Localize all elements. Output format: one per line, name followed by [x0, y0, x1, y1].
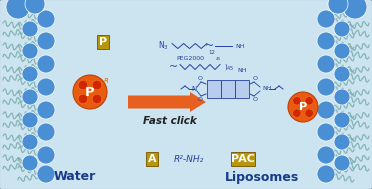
Circle shape [293, 109, 301, 117]
Bar [221, 80, 235, 98]
Text: NH: NH [235, 43, 244, 49]
Bar [207, 80, 221, 98]
Circle shape [317, 123, 335, 141]
Circle shape [288, 92, 318, 122]
Circle shape [334, 112, 350, 128]
Text: Fast click: Fast click [143, 116, 197, 126]
Circle shape [317, 146, 335, 164]
Circle shape [328, 0, 348, 14]
Circle shape [22, 155, 38, 171]
Text: O: O [253, 76, 257, 81]
Circle shape [305, 97, 313, 105]
Circle shape [334, 43, 350, 59]
Text: ~: ~ [205, 41, 215, 51]
Circle shape [37, 55, 55, 73]
Text: N$_3$: N$_3$ [158, 40, 169, 52]
Circle shape [78, 94, 88, 104]
Circle shape [6, 0, 30, 19]
Circle shape [22, 43, 38, 59]
Circle shape [334, 89, 350, 105]
Circle shape [334, 21, 350, 37]
Circle shape [317, 165, 335, 183]
Circle shape [293, 97, 301, 105]
Circle shape [334, 134, 350, 150]
Circle shape [305, 109, 313, 117]
Text: N: N [191, 86, 197, 92]
Text: P: P [99, 37, 107, 47]
Text: A: A [148, 154, 156, 164]
Circle shape [22, 89, 38, 105]
Circle shape [25, 0, 45, 14]
Text: P: P [85, 85, 95, 98]
Bar [235, 80, 249, 98]
Circle shape [343, 0, 367, 19]
Circle shape [317, 10, 335, 28]
Circle shape [317, 55, 335, 73]
Text: R²-NH₂: R²-NH₂ [174, 154, 204, 163]
Circle shape [22, 112, 38, 128]
FancyBboxPatch shape [97, 35, 109, 49]
Text: ~: ~ [169, 62, 179, 72]
Circle shape [317, 101, 335, 119]
Circle shape [92, 80, 102, 90]
Text: PAC: PAC [231, 154, 255, 164]
Circle shape [37, 146, 55, 164]
Circle shape [22, 134, 38, 150]
Text: 12: 12 [208, 50, 215, 54]
Circle shape [317, 78, 335, 96]
Circle shape [37, 123, 55, 141]
FancyBboxPatch shape [231, 152, 255, 166]
Circle shape [37, 78, 55, 96]
Text: O: O [198, 97, 202, 102]
Circle shape [317, 32, 335, 50]
Circle shape [78, 80, 88, 90]
Circle shape [37, 165, 55, 183]
Circle shape [334, 66, 350, 82]
Text: $^{45}$: $^{45}$ [215, 57, 222, 62]
Circle shape [37, 101, 55, 119]
Text: $)_{45}$: $)_{45}$ [224, 62, 235, 72]
FancyArrow shape [128, 92, 206, 112]
Circle shape [334, 155, 350, 171]
Text: PEG2000: PEG2000 [176, 57, 204, 61]
Text: P: P [299, 102, 307, 112]
Text: R: R [104, 78, 109, 84]
Text: Liposomes: Liposomes [225, 170, 299, 184]
Circle shape [22, 66, 38, 82]
Circle shape [73, 75, 107, 109]
Circle shape [92, 94, 102, 104]
Text: O: O [198, 76, 202, 81]
Circle shape [37, 10, 55, 28]
Circle shape [22, 21, 38, 37]
Text: Water: Water [54, 170, 96, 184]
FancyBboxPatch shape [146, 152, 158, 166]
Text: NH: NH [262, 87, 272, 91]
Circle shape [37, 32, 55, 50]
Text: O: O [253, 97, 257, 102]
Text: NH: NH [237, 68, 247, 74]
